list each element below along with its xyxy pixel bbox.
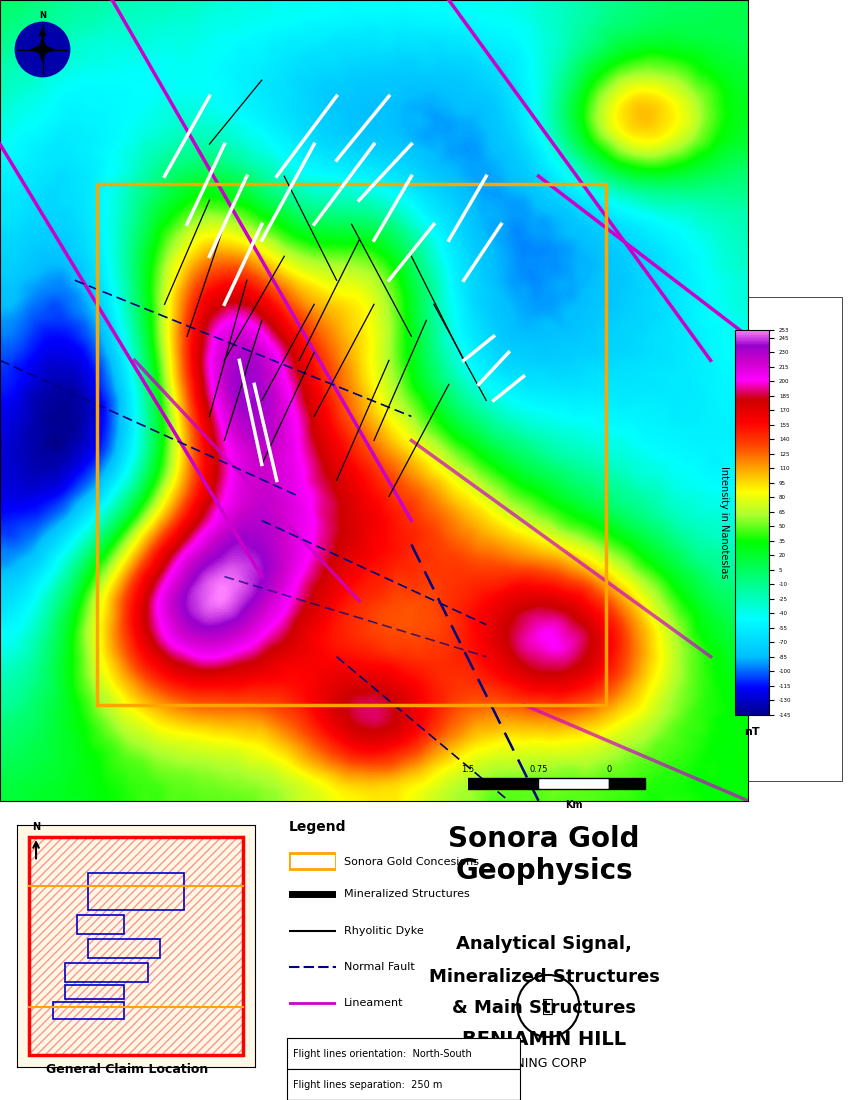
Text: Km: Km — [565, 801, 582, 811]
Y-axis label: Intensity in Nanoteslas: Intensity in Nanoteslas — [718, 466, 728, 579]
Bar — [468, 779, 538, 790]
Text: Sonora Gold Concesions: Sonora Gold Concesions — [344, 857, 479, 868]
Bar — [65, 984, 124, 999]
Text: Flight lines separation:  250 m: Flight lines separation: 250 m — [293, 1079, 443, 1090]
Text: 1.5: 1.5 — [461, 766, 474, 774]
Text: 0: 0 — [607, 766, 612, 774]
Text: & Main Structures: & Main Structures — [452, 999, 636, 1016]
Text: Legend: Legend — [289, 820, 347, 834]
Bar — [97, 184, 606, 705]
Bar — [88, 938, 160, 958]
Text: Flight lines orientation:  North-South: Flight lines orientation: North-South — [293, 1048, 472, 1059]
Circle shape — [15, 22, 70, 77]
Bar — [65, 962, 148, 982]
Text: ⛏: ⛏ — [542, 997, 554, 1015]
Bar — [53, 1002, 124, 1019]
Bar — [289, 854, 336, 869]
Text: Mineralized Structures: Mineralized Structures — [344, 889, 470, 900]
Text: Lineament: Lineament — [344, 998, 404, 1009]
Text: MINING CORP: MINING CORP — [502, 1057, 586, 1070]
Bar — [76, 914, 124, 934]
Text: BENJAMIN HILL: BENJAMIN HILL — [462, 1030, 626, 1049]
Text: Analytical Signal,: Analytical Signal, — [456, 935, 632, 953]
Bar — [538, 779, 609, 790]
Text: N: N — [39, 11, 46, 20]
Text: 0.75: 0.75 — [529, 766, 547, 774]
Text: General Claim Location: General Claim Location — [47, 1063, 208, 1076]
Bar — [88, 873, 184, 910]
Polygon shape — [31, 39, 54, 60]
Text: Rhyolitic Dyke: Rhyolitic Dyke — [344, 925, 424, 936]
Text: nT: nT — [745, 727, 760, 737]
Text: Mineralized Structures: Mineralized Structures — [428, 968, 660, 986]
Text: Sonora Gold
Geophysics: Sonora Gold Geophysics — [448, 825, 640, 886]
Text: Normal Fault: Normal Fault — [344, 961, 415, 972]
Text: N: N — [32, 823, 40, 833]
Bar — [609, 779, 644, 790]
